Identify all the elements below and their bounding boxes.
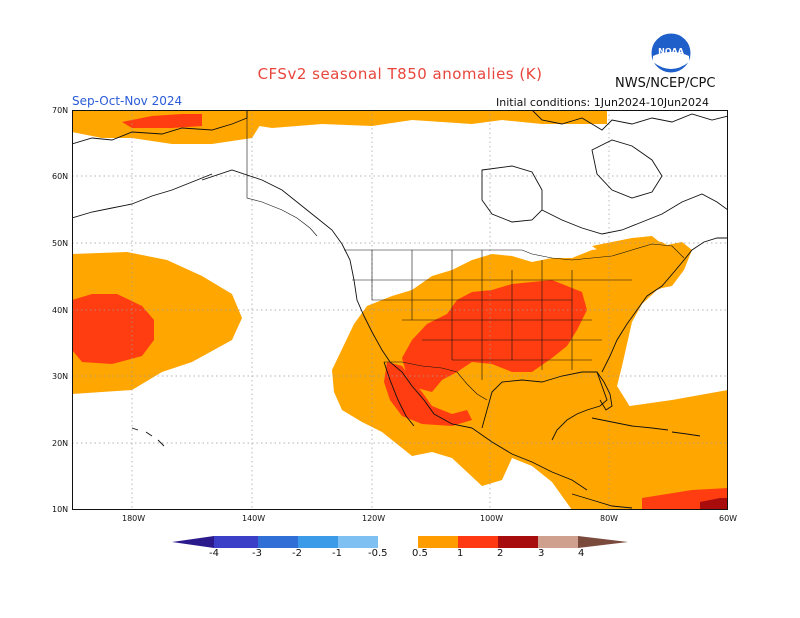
graticule — [72, 110, 728, 510]
noaa-logo-icon: NOAA — [650, 32, 692, 74]
anomaly-central-us-red — [402, 280, 587, 392]
colorbar-label-minus3: -3 — [252, 548, 262, 559]
lon-label-120w: 120W — [362, 514, 386, 523]
colorbar-label-2: 2 — [497, 548, 504, 559]
colorbar-label-minus4: -4 — [209, 548, 219, 559]
coast-florida — [596, 371, 613, 411]
coast-south-america — [571, 493, 633, 509]
coast-cuba — [591, 417, 669, 431]
coast-hispaniola — [671, 431, 701, 437]
coastlines — [72, 110, 728, 509]
colorbar-label-3: 3 — [538, 548, 545, 559]
colorbar-segment-neutral — [378, 536, 418, 548]
coast-pacific-nw — [341, 243, 473, 429]
anomaly-region-1-2 — [72, 114, 728, 510]
map-frame — [72, 110, 728, 510]
colorbar-label-4: 4 — [578, 548, 585, 559]
colorbar-segment-0.5-1 — [418, 536, 458, 548]
lat-label-50n: 50N — [52, 239, 69, 248]
coast-greenland — [591, 139, 663, 199]
colorbar-segment-minus3-minus2 — [258, 536, 298, 548]
anomaly-arctic-strip-east — [247, 110, 607, 128]
border-us-canada — [344, 243, 685, 261]
lat-label-20n: 20N — [52, 439, 69, 448]
colorbar-segment-minus4-minus3 — [214, 536, 258, 548]
anomaly-great-lakes-north — [592, 236, 662, 260]
colorbar-segment-2-3 — [498, 536, 538, 548]
coast-hawaii — [131, 427, 165, 447]
lon-label-100w: 100W — [480, 514, 504, 523]
initial-conditions-label: Initial conditions: 1Jun2024-10Jun2024 — [496, 96, 710, 109]
colorbar-segment-3-4 — [538, 536, 578, 548]
anomaly-map — [72, 110, 728, 510]
lat-label-70n: 70N — [52, 106, 69, 115]
political-borders — [246, 110, 685, 401]
colorbar-label-1: 1 — [457, 548, 464, 559]
anomaly-caribbean — [587, 390, 728, 510]
coast-aleutians — [72, 173, 213, 219]
anomaly-arctic-red — [122, 114, 202, 128]
colorbar-label-minus2: -2 — [292, 548, 302, 559]
coast-labrador — [541, 193, 728, 235]
coast-arctic-islands — [531, 110, 728, 131]
coast-atlantic — [601, 237, 728, 373]
coast-central-america — [471, 427, 588, 491]
colorbar-segment-minus1-minus0.5 — [338, 536, 378, 548]
anomaly-region-2-3 — [700, 498, 728, 510]
colorbar-segment-minus2-minus1 — [298, 536, 338, 548]
border-us-mexico — [384, 361, 488, 401]
coast-hudson-bay — [481, 165, 543, 223]
colorbar-label-minus1: -1 — [332, 548, 342, 559]
coast-baja — [383, 361, 415, 427]
lat-label-30n: 30N — [52, 372, 69, 381]
lat-label-10n: 10N — [52, 505, 69, 514]
lat-label-40n: 40N — [52, 306, 69, 315]
map-title: CFSv2 seasonal T850 anomalies (K) — [257, 65, 543, 83]
coast-alaska — [72, 110, 248, 145]
lon-label-80w: 80W — [600, 514, 619, 523]
anomaly-atlantic-east — [612, 242, 692, 290]
anomaly-dark-red-spot — [700, 498, 728, 510]
colorbar-segment-1-2 — [458, 536, 498, 548]
lon-label-140w: 140W — [242, 514, 266, 523]
anomaly-region-0.5-1 — [72, 110, 728, 510]
svg-text:NOAA: NOAA — [658, 47, 684, 56]
colorbar-high-arrow — [578, 536, 628, 548]
season-label: Sep-Oct-Nov 2024 — [72, 94, 183, 108]
colorbar — [172, 536, 628, 548]
border-alaska-canada — [246, 110, 318, 237]
lon-label-60w: 60W — [719, 514, 738, 523]
colorbar-label-minus0.5: -0.5 — [368, 548, 388, 559]
anomaly-pacific-red — [72, 294, 154, 364]
coast-gulf-of-alaska — [201, 169, 343, 245]
colorbar-low-arrow — [172, 536, 214, 548]
colorbar-label-0.5: 0.5 — [412, 548, 428, 559]
agency-label: NWS/NCEP/CPC — [615, 76, 716, 91]
lat-label-60n: 60N — [52, 172, 69, 181]
states-grid — [352, 250, 632, 380]
lon-label-180w: 180W — [122, 514, 146, 523]
